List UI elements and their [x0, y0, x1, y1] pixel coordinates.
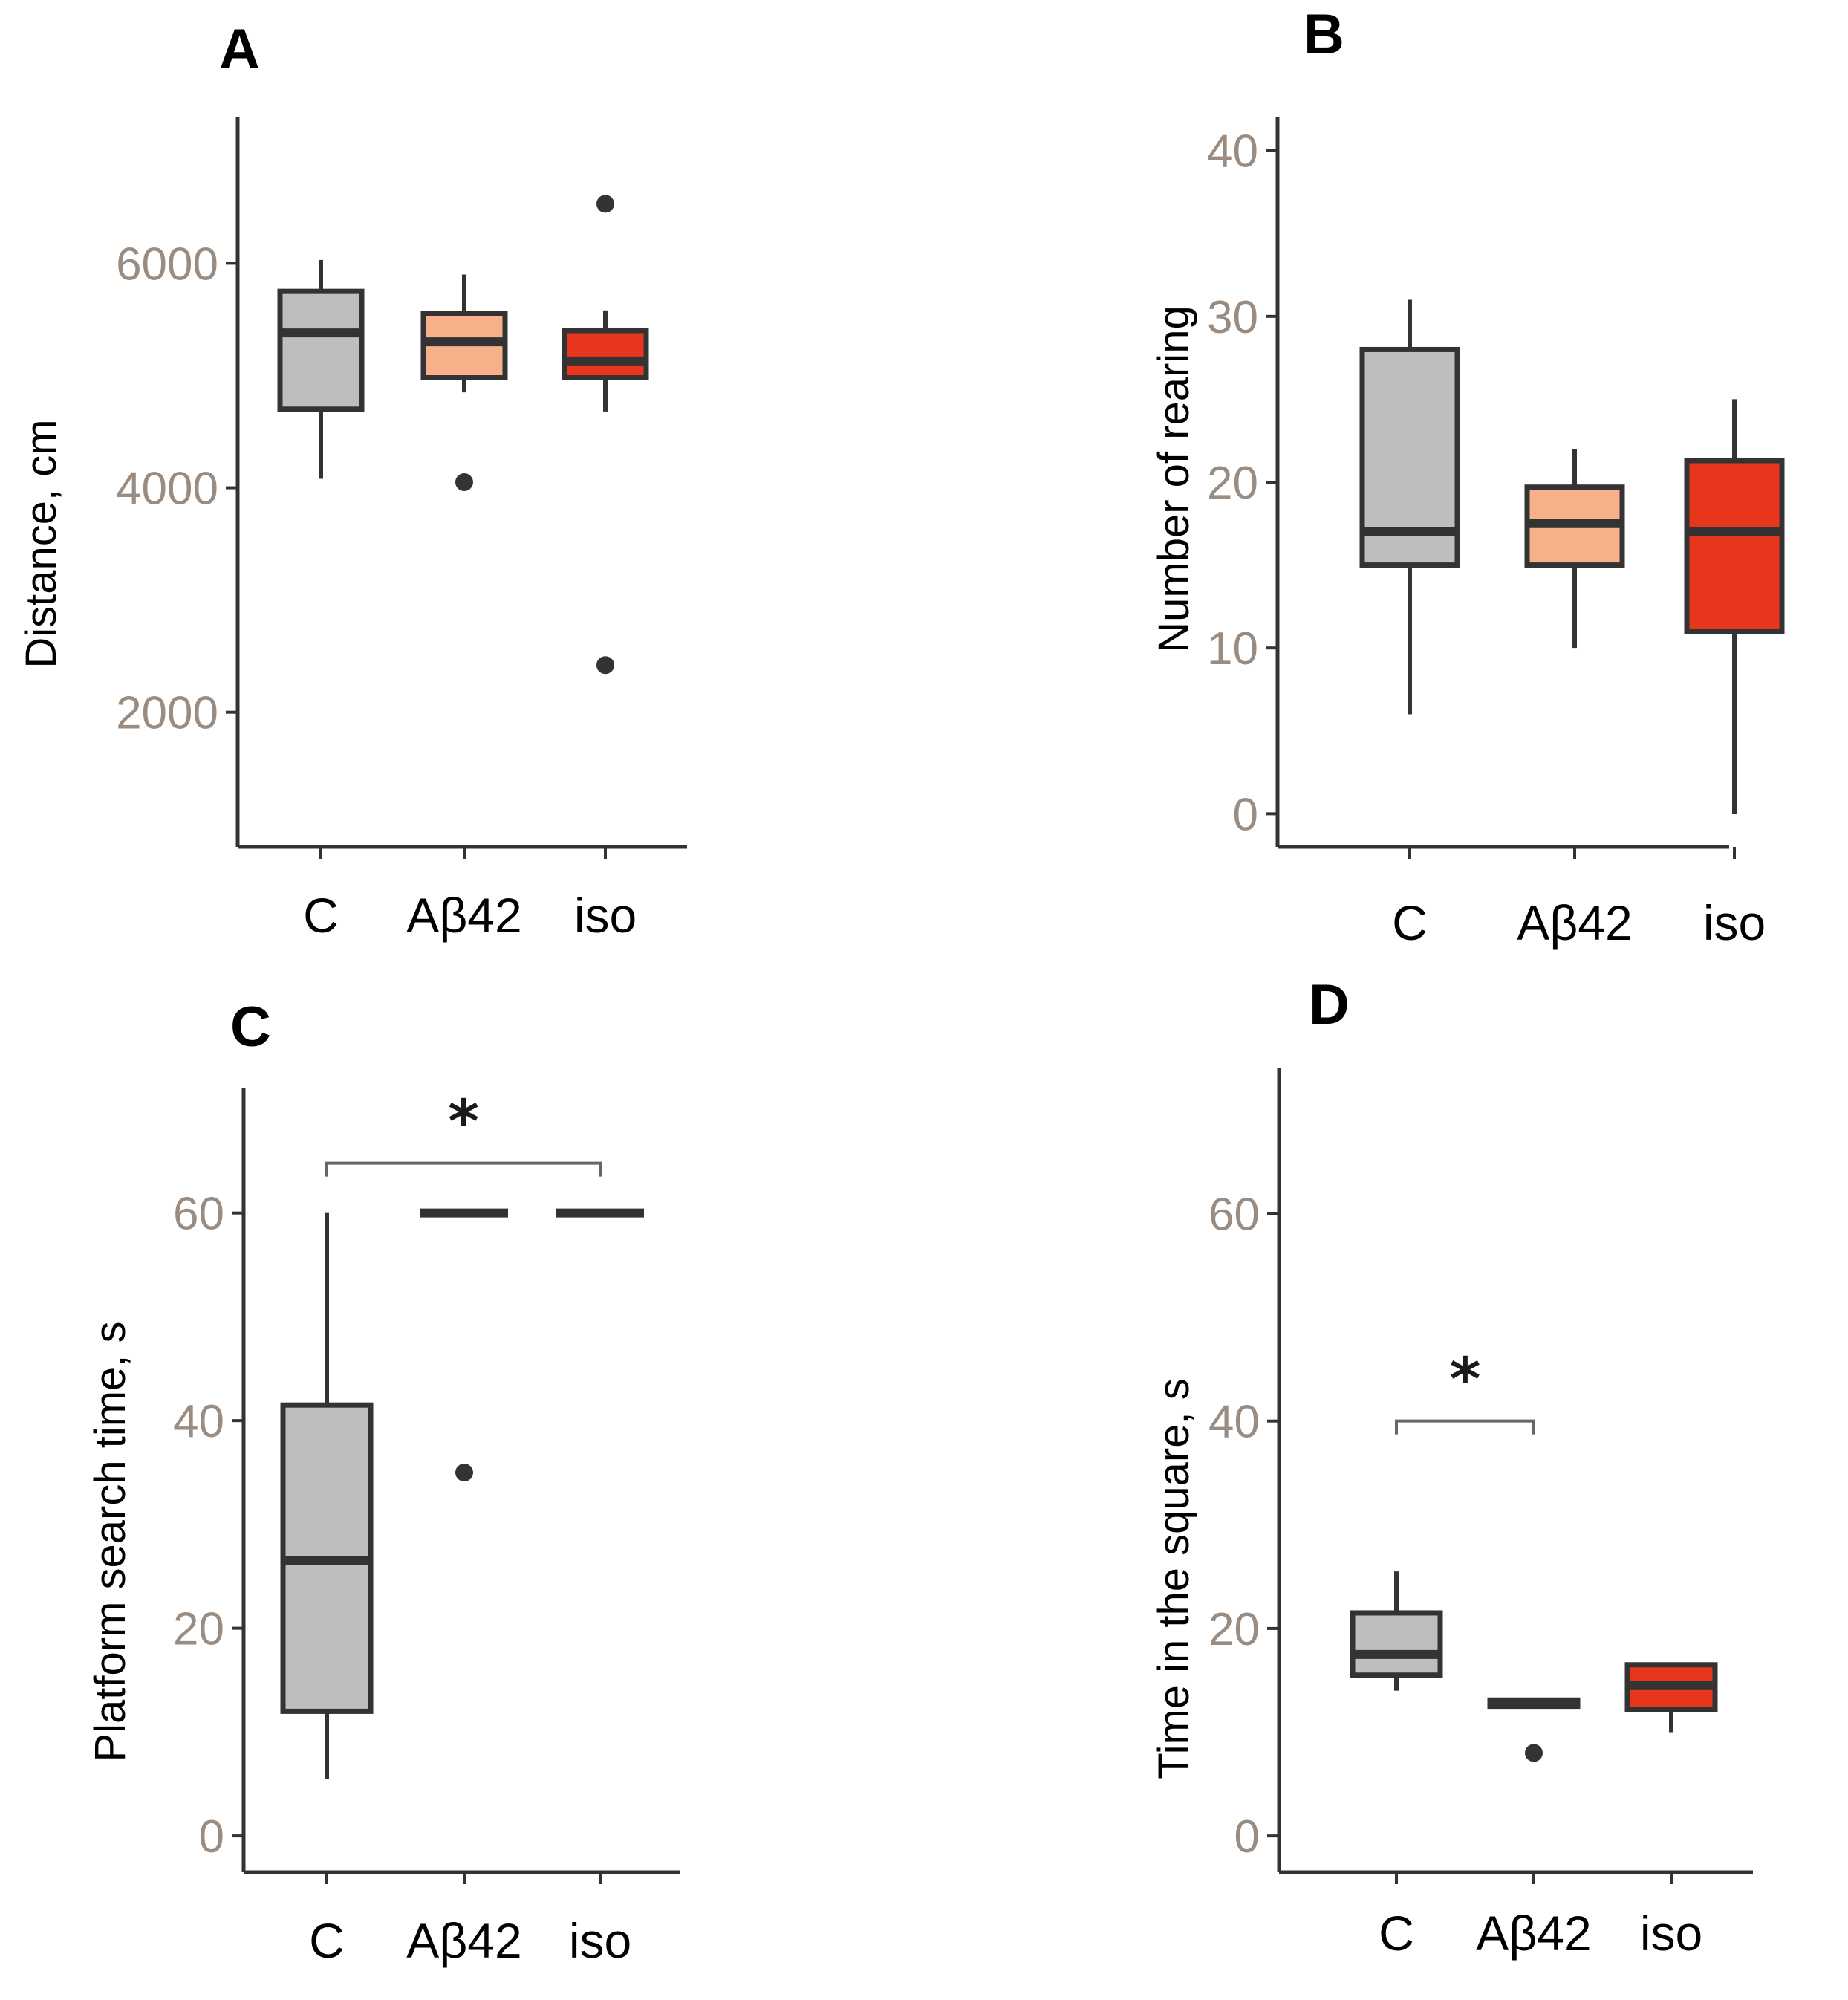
box-c [280, 1212, 374, 1779]
y-tick-label: 10 [1207, 623, 1258, 675]
x-tick-label: C [309, 1913, 345, 1968]
outlier-point [455, 473, 473, 491]
x-tick-label: Aβ42 [406, 888, 521, 943]
box-c [1359, 299, 1460, 715]
y-tick-label: 20 [173, 1604, 224, 1655]
box-iso [1684, 399, 1785, 814]
y-tick-label: 6000 [116, 238, 218, 290]
box-c [1350, 1571, 1443, 1691]
iqr-box [1684, 458, 1785, 634]
iqr-box [562, 328, 649, 380]
box-ab42 [1524, 449, 1625, 649]
significance-bracket [325, 1161, 602, 1177]
y-tick-label: 60 [173, 1189, 224, 1240]
box-ab42 [420, 1208, 508, 1482]
y-tick-label: 0 [199, 1811, 224, 1863]
significance-star: * [1450, 1345, 1481, 1415]
x-tick-label: iso [569, 1913, 631, 1968]
iqr-box [1350, 1610, 1443, 1678]
y-tick-label: 20 [1208, 1604, 1260, 1655]
box-iso [562, 195, 649, 675]
outlier-point [455, 1464, 473, 1482]
y-tick-label: 40 [1207, 126, 1258, 178]
y-axis-title: Number of rearing [1150, 305, 1198, 652]
panel-c: C Platform search time, s 0 20 40 60 C Aβ42 is… [86, 996, 680, 1968]
y-tick-label: 0 [1234, 1811, 1260, 1863]
x-tick-label: iso [1703, 895, 1766, 950]
x-tick-label: iso [574, 888, 637, 943]
significance-star: * [448, 1088, 479, 1157]
panel-a: A Distance, cm 2000 4000 6000 C Aβ42 iso [17, 18, 687, 943]
significance-bracket [1395, 1419, 1535, 1435]
y-axis-title: Distance, cm [17, 419, 65, 668]
panel-d: D Time in the square, s 0 20 40 60 C Aβ42 iso * [1150, 973, 1753, 1961]
box-iso [1624, 1662, 1718, 1733]
y-tick-label: 20 [1207, 458, 1258, 509]
box-ab42 [420, 274, 508, 491]
x-tick-label: iso [1640, 1906, 1702, 1961]
panel-label: D [1309, 973, 1350, 1036]
x-tick-label: Aβ42 [406, 1913, 521, 1968]
y-axis-title: Time in the square, s [1150, 1378, 1198, 1779]
x-tick-label: C [303, 888, 339, 943]
iqr-box [277, 288, 365, 412]
panel-label: C [230, 996, 271, 1059]
y-tick-label: 60 [1208, 1189, 1260, 1240]
y-tick-label: 30 [1207, 292, 1258, 343]
x-tick-label: Aβ42 [1517, 895, 1632, 950]
box-c [277, 259, 365, 479]
x-tick-label: C [1392, 895, 1428, 950]
y-tick-label: 0 [1233, 789, 1258, 840]
y-tick-label: 2000 [116, 688, 218, 739]
panel-b: B Number of rearing 0 10 20 30 40 C Aβ42 iso [1150, 3, 1785, 950]
y-tick-label: 40 [1208, 1397, 1260, 1448]
y-tick-label: 4000 [116, 464, 218, 515]
y-axis-title: Platform search time, s [86, 1321, 134, 1762]
panel-label: A [219, 18, 260, 81]
x-tick-label: Aβ42 [1476, 1906, 1591, 1961]
outlier-point [596, 656, 614, 675]
panel-label: B [1304, 3, 1344, 66]
x-tick-label: C [1379, 1906, 1414, 1961]
box-ab42 [1487, 1697, 1581, 1762]
outlier-point [1525, 1744, 1543, 1762]
outlier-point [596, 195, 614, 213]
y-tick-label: 40 [173, 1396, 224, 1447]
